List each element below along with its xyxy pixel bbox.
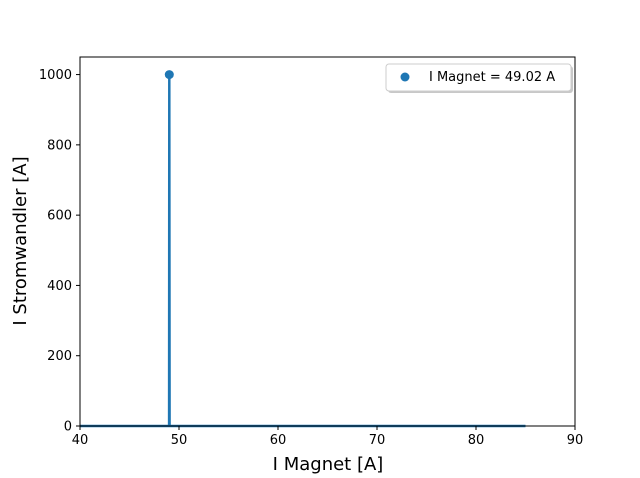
y-tick-label: 400 bbox=[47, 279, 72, 294]
legend: I Magnet = 49.02 A bbox=[385, 63, 573, 93]
legend-marker bbox=[400, 72, 410, 82]
y-tick-label: 200 bbox=[47, 349, 72, 364]
x-tick-label: 60 bbox=[270, 433, 287, 448]
plot-background bbox=[80, 57, 575, 426]
y-tick-label: 600 bbox=[47, 209, 72, 224]
x-axis-ticks: 40 50 60 70 80 90 bbox=[72, 426, 584, 448]
y-tick-label: 800 bbox=[47, 138, 72, 153]
x-tick-label: 80 bbox=[468, 433, 485, 448]
legend-box bbox=[385, 63, 572, 92]
x-tick-label: 40 bbox=[72, 433, 89, 448]
axes-frame bbox=[79, 56, 576, 427]
y-tick-label: 0 bbox=[64, 420, 72, 435]
x-tick-label: 90 bbox=[567, 433, 584, 448]
x-tick-label: 50 bbox=[171, 433, 188, 448]
scatter-point bbox=[164, 70, 174, 80]
legend-label: I Magnet = 49.02 A bbox=[429, 70, 555, 85]
x-axis-label: I Magnet [A] bbox=[273, 454, 384, 475]
y-axis-ticks: 0 200 400 600 800 1000 bbox=[39, 68, 80, 435]
plot-area bbox=[79, 56, 576, 428]
y-axis-label: I Stromwandler [A] bbox=[10, 156, 31, 325]
y-tick-label: 1000 bbox=[39, 68, 72, 83]
x-tick-label: 70 bbox=[369, 433, 386, 448]
